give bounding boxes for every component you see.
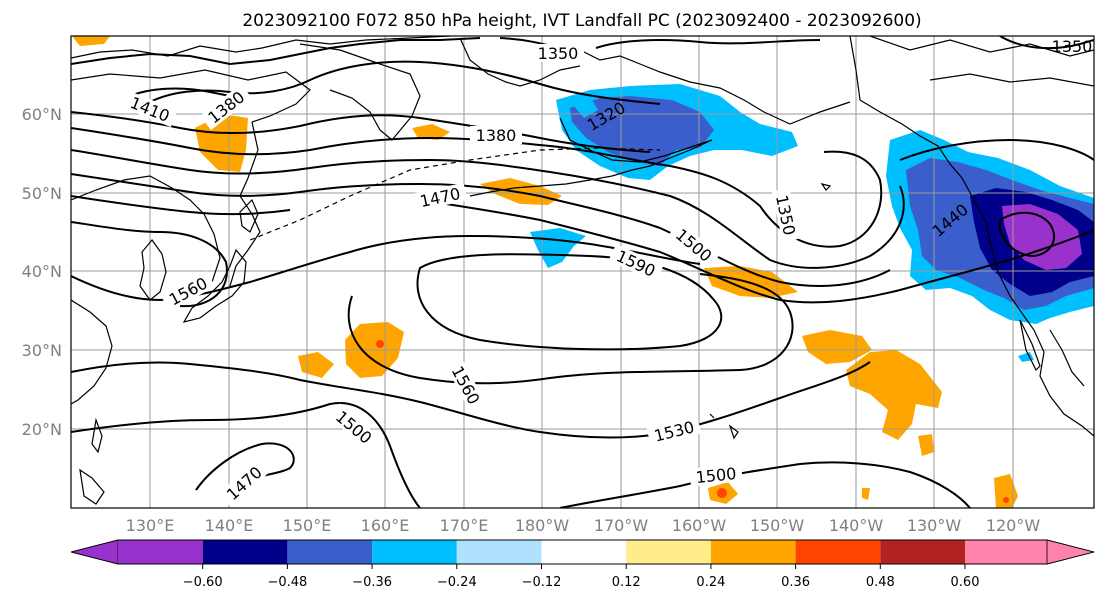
lon-label-130e: 130°E [126,516,175,535]
colorbar-segment [372,540,457,564]
colorbar-tick-label: 0.60 [951,575,980,590]
map-title: 2023092100 F072 850 hPa height, IVT Land… [242,11,921,31]
colorbar-tick-label: 0.24 [696,575,725,590]
colorbar-tick-label: −0.60 [183,575,223,590]
height-contours [71,36,1094,508]
colorbar-tick-label: −0.48 [267,575,307,590]
colorbar-left-arrow [70,539,119,565]
colorbar-tick-label: 0.36 [781,575,810,590]
lon-label-170e: 170°E [440,516,489,535]
longitude-labels: 130°E 140°E 150°E 160°E 170°E 180°W 170°… [126,516,1041,535]
colorbar-tick-label: −0.12 [522,575,562,590]
colorbar-tick-label: −0.24 [437,575,477,590]
lon-label-160w: 160°W [672,516,727,535]
lat-label-20n: 20°N [22,420,62,439]
colorbar-segment [541,540,627,564]
colorbar: −0.60 −0.48 −0.36 −0.24 −0.12 0.12 0.24 … [70,539,1095,590]
contour-label-1500-south: 1500 [695,464,737,487]
lon-label-140w: 140°W [829,516,884,535]
colorbar-ticks [202,564,966,569]
map-frame [70,35,1095,509]
lon-label-160e: 160°E [361,516,410,535]
lon-label-140e: 140°E [205,516,254,535]
latitude-labels: 60°N 50°N 40°N 30°N 20°N [22,105,62,439]
lon-label-150e: 150°E [283,516,332,535]
lon-label-130w: 130°W [907,516,962,535]
lat-label-50n: 50°N [22,184,62,203]
colorbar-tick-label: 0.48 [866,575,895,590]
map-panel: 1350 1410 1380 1320 1380 1470 1350 1500 … [70,35,1095,509]
colorbar-segment [710,540,796,564]
lon-label-170w: 170°W [594,516,649,535]
lon-label-180w: 180°W [515,516,570,535]
colorbar-segment [456,540,542,564]
lon-label-150w: 150°W [750,516,805,535]
lat-label-40n: 40°N [22,262,62,281]
colorbar-right-arrow [1046,539,1095,565]
colorbar-outline [70,539,1095,565]
contour-label-1350-top: 1350 [538,44,579,63]
lat-label-60n: 60°N [22,105,62,124]
coastlines [71,36,1094,505]
colorbar-segment [287,540,373,564]
colorbar-segment [626,540,711,564]
colorbar-segment [202,540,288,564]
lat-label-30n: 30°N [22,341,62,360]
lon-label-120w: 120°W [986,516,1041,535]
colorbar-segment [795,540,881,564]
contour-label-1350-nw: 1350 [1052,37,1093,56]
colorbar-tick-label: 0.12 [612,575,641,590]
contour-label-1380: 1380 [476,126,517,145]
colorbar-segment [118,540,203,564]
colorbar-tick-label: −0.36 [352,575,392,590]
colorbar-segment [965,540,1047,564]
colorbar-segment [880,540,965,564]
